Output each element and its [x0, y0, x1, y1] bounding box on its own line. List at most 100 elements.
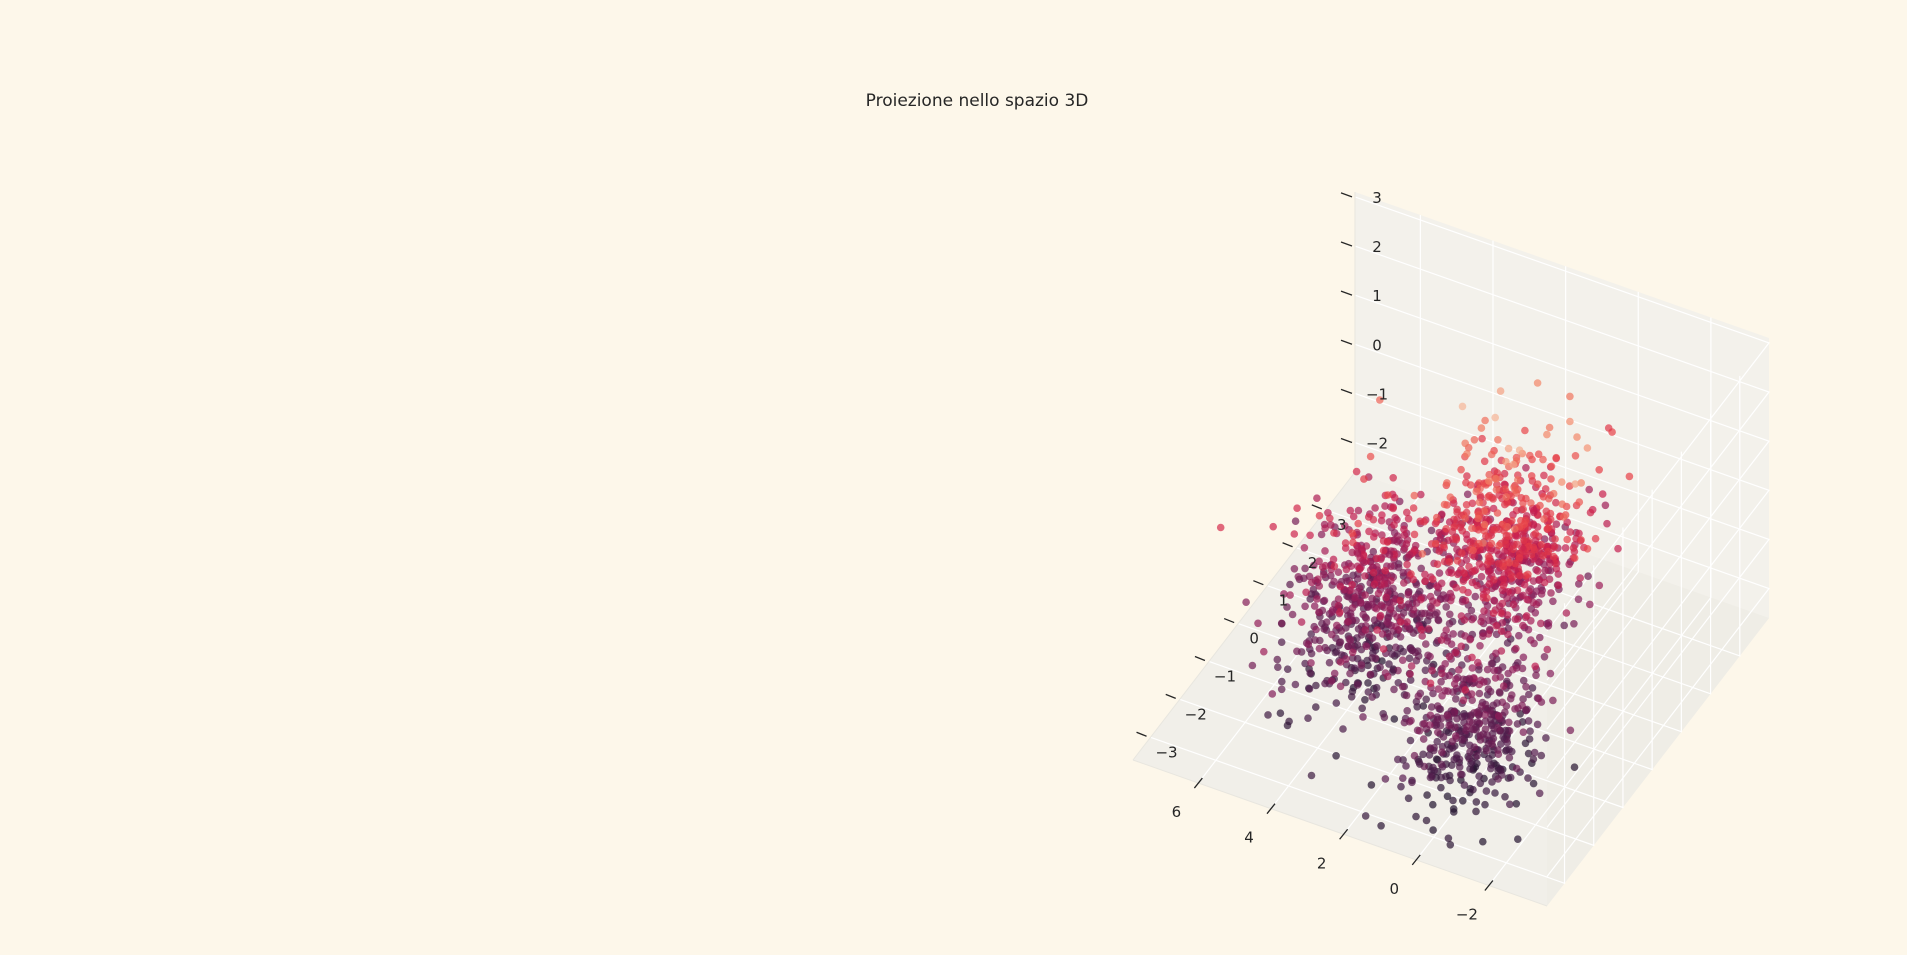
scatter-point: [1566, 392, 1574, 401]
scatter-point: [1367, 781, 1376, 789]
scatter-point: [1468, 578, 1477, 587]
scatter-point: [1334, 601, 1343, 610]
scatter-point: [1328, 630, 1336, 639]
scatter-point: [1527, 605, 1536, 613]
scatter-point: [1435, 569, 1444, 577]
scatter-point: [1539, 493, 1548, 501]
scatter-point: [1452, 648, 1460, 657]
scatter-point: [1450, 680, 1459, 688]
scatter-point: [1315, 557, 1323, 566]
scatter-point: [1273, 655, 1282, 664]
scatter-point: [1330, 669, 1339, 678]
y-axis-line: [1132, 471, 1356, 761]
axis-lines: [1132, 192, 1548, 907]
scatter-point: [1509, 460, 1518, 469]
scatter-point: [1310, 561, 1318, 570]
scatter-point: [1269, 522, 1277, 531]
gridline-y: [1296, 413, 1712, 695]
axes-3d: −2 0 2 4 6 −3 −2 −1 0 1 2 3 −2 −1 0 1 2 3: [1132, 189, 1770, 924]
scatter-point: [1306, 531, 1314, 540]
scatter-point: [1494, 750, 1503, 758]
x-tick-mark: [1266, 803, 1276, 815]
scatter-point: [1513, 720, 1522, 728]
y-tick-label: −3: [1155, 743, 1177, 761]
scatter-point: [1369, 547, 1378, 556]
scatter-point: [1359, 610, 1367, 619]
scatter-point: [1484, 552, 1493, 561]
scatter-point: [1405, 654, 1414, 663]
scatter-point: [1586, 508, 1595, 517]
scatter-point: [1301, 602, 1309, 611]
scatter-point: [1406, 736, 1415, 745]
scatter-point: [1452, 583, 1460, 592]
scatter-point: [1494, 712, 1503, 720]
scatter-point: [1505, 753, 1514, 762]
scatter-point: [1535, 789, 1544, 798]
scatter-point: [1370, 580, 1379, 588]
scatter-point: [1402, 691, 1411, 700]
scatter-point: [1519, 505, 1527, 514]
scatter-point: [1399, 568, 1407, 577]
scatter-point: [1327, 677, 1336, 685]
y-tick-label: −2: [1185, 705, 1207, 723]
scatter-point: [1312, 625, 1320, 634]
scatter-point: [1480, 457, 1489, 466]
scatter-point: [1476, 779, 1485, 788]
gridline-y: [1179, 565, 1595, 847]
scatter-point: [1502, 493, 1510, 501]
scatter-point: [1455, 666, 1463, 674]
scatter-point: [1418, 550, 1427, 558]
scatter-point: [1483, 665, 1492, 674]
scatter-point: [1325, 658, 1334, 667]
scatter-point: [1467, 690, 1476, 698]
scatter-point: [1419, 750, 1427, 759]
scatter-point: [1448, 761, 1456, 769]
scatter-point: [1479, 593, 1488, 602]
scatter-point: [1400, 579, 1408, 587]
scatter-point: [1361, 572, 1369, 580]
scatter-point: [1514, 476, 1522, 484]
scatter-point: [1525, 690, 1533, 699]
scatter-point: [1449, 630, 1457, 638]
scatter-point: [1400, 525, 1408, 534]
scatter-point: [1352, 467, 1361, 476]
scatter-point: [1435, 547, 1444, 555]
scatter-point: [1524, 774, 1532, 782]
scatter-points: [1216, 379, 1634, 849]
scatter-point: [1533, 379, 1542, 387]
scatter-point: [1571, 480, 1579, 488]
scatter-point: [1305, 685, 1314, 693]
scatter-point: [1458, 736, 1466, 744]
scatter-point: [1348, 548, 1356, 557]
scatter-point: [1546, 559, 1554, 568]
scatter-point: [1417, 490, 1425, 499]
scatter-point: [1304, 714, 1312, 722]
scatter-point: [1268, 690, 1277, 698]
scatter-point: [1487, 659, 1496, 668]
y-tick-mark: [1136, 731, 1147, 737]
scatter-point: [1516, 710, 1524, 718]
z-tick-label: 3: [1372, 189, 1382, 207]
scatter-point: [1485, 477, 1493, 485]
scatter-point: [1518, 664, 1527, 673]
scatter-point: [1407, 570, 1415, 578]
scatter-point: [1307, 659, 1315, 667]
scatter-point: [1356, 554, 1364, 562]
z-tick-label: −2: [1366, 435, 1388, 453]
scatter-point: [1416, 760, 1424, 768]
scatter-point: [1293, 504, 1301, 512]
scatter-point: [1400, 544, 1409, 552]
scatter-point: [1379, 546, 1388, 555]
scatter-point: [1547, 589, 1555, 597]
scatter-point: [1349, 512, 1358, 521]
scatter-point: [1344, 642, 1353, 651]
scatter-point: [1312, 703, 1320, 711]
scatter-point: [1499, 733, 1507, 741]
scatter-point: [1527, 472, 1536, 480]
scatter-point: [1336, 658, 1345, 666]
scatter-point: [1403, 508, 1411, 517]
scatter-point: [1459, 577, 1468, 585]
z-tick-mark: [1340, 192, 1353, 198]
z-tick-label: −1: [1366, 385, 1388, 403]
scatter-point: [1544, 547, 1553, 556]
